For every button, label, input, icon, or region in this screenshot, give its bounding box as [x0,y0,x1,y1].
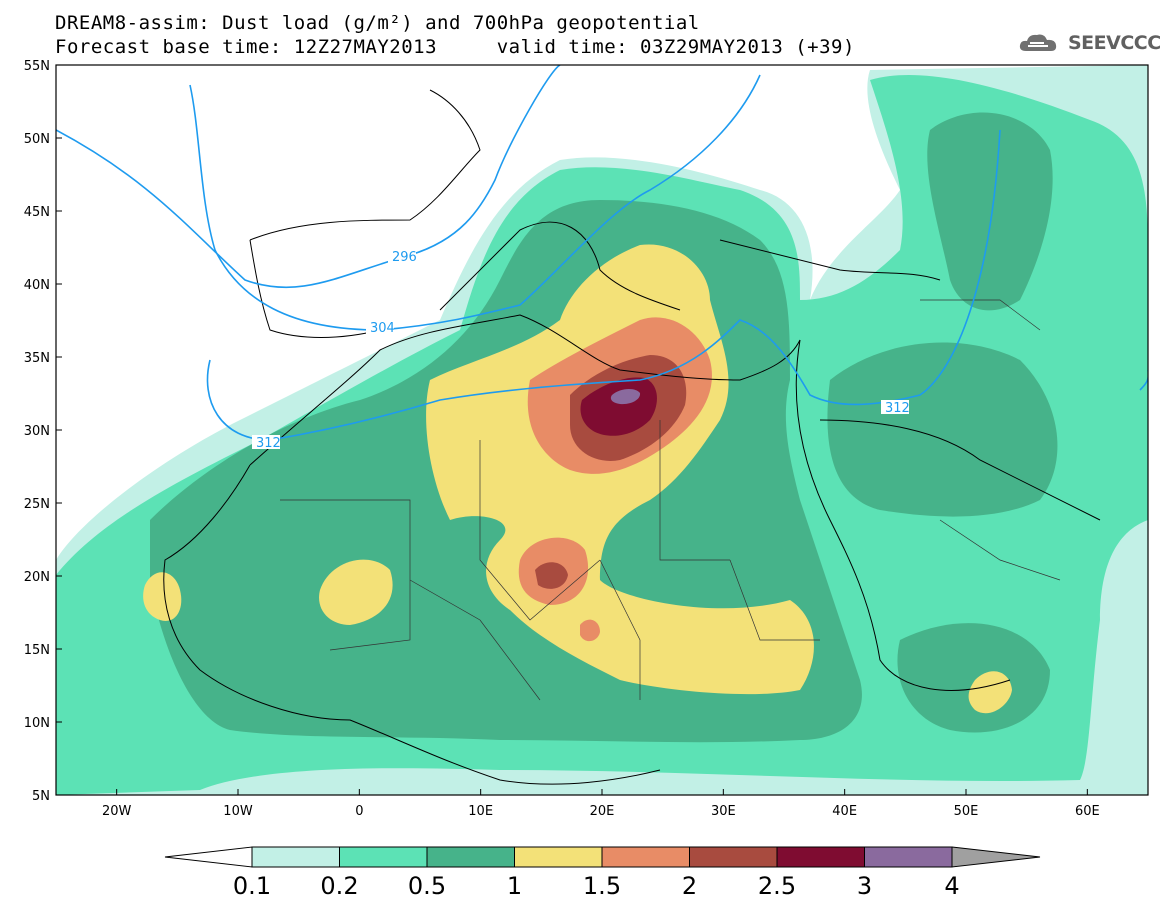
y-tick-label: 55N [24,59,50,74]
x-tick-label: 20W [102,804,132,819]
colorbar-label: 0.5 [407,872,447,900]
y-tick-label: 45N [24,205,50,220]
y-tick-label: 5N [32,789,50,804]
contour-label-312-east: 312 [885,401,910,416]
y-tick-label: 15N [24,643,50,658]
y-tick-label: 25N [24,497,50,512]
forecast-times: Forecast base time: 12Z27MAY2013 valid t… [55,36,855,58]
cloud-icon [1019,34,1057,51]
dust-level-3 [610,389,641,405]
coastlines [163,89,1101,785]
y-tick-label: 50N [24,132,50,147]
colorbar-swatch [514,846,603,868]
y-tick-label: 30N [24,424,50,439]
colorbar-swatch [689,846,778,868]
colorbar-label: 0.1 [232,872,272,900]
borders [280,299,1061,701]
contour-label-312-west: 312 [256,436,281,451]
colorbar-lower-arrow [164,846,253,868]
dust-field [56,65,1148,795]
x-tick-label: 20E [590,804,615,819]
x-tick-label: 60E [1075,804,1100,819]
colorbar-swatch [601,846,690,868]
colorbar-swatch [776,846,865,868]
colorbar-swatch [426,846,515,868]
x-tick-label: 40E [832,804,857,819]
contour-label-296: 296 [392,250,417,265]
colorbar [164,846,1041,868]
y-tick-label: 20N [24,570,50,585]
colorbar-label: 3 [856,872,873,900]
colorbar-swatch [251,846,340,868]
colorbar-upper-arrow [951,846,1041,868]
contour-label-304: 304 [370,321,395,336]
colorbar-swatch [864,846,953,868]
colorbar-label: 2.5 [757,872,797,900]
contour-labels: 296 304 312 312 [252,249,910,451]
x-tick-label: 10E [468,804,493,819]
geopotential-contours [56,65,1148,441]
x-tick-label: 30E [711,804,736,819]
seevccc-logo: SEEVCCC [1018,30,1161,56]
colorbar-label: 2 [681,872,698,900]
colorbar-label: 4 [944,872,960,900]
y-tick-label: 35N [24,351,50,366]
x-axis: 20W 10W 0 10E 20E 30E 40E 50E 60E [102,789,1100,819]
map-title: DREAM8-assim: Dust load (g/m²) and 700hP… [55,12,700,34]
y-axis: 55N 50N 45N 40N 35N 30N 25N 20N 15N 10N 5N [24,59,62,804]
x-tick-label: 10W [223,804,253,819]
colorbar-swatch [339,846,428,868]
colorbar-label: 1.5 [582,872,622,900]
y-tick-label: 10N [24,716,50,731]
colorbar-label: 0.2 [320,872,359,900]
x-tick-label: 50E [954,804,979,819]
x-tick-label: 0 [355,804,363,819]
y-tick-label: 40N [24,278,50,293]
colorbar-label: 1 [506,872,523,900]
